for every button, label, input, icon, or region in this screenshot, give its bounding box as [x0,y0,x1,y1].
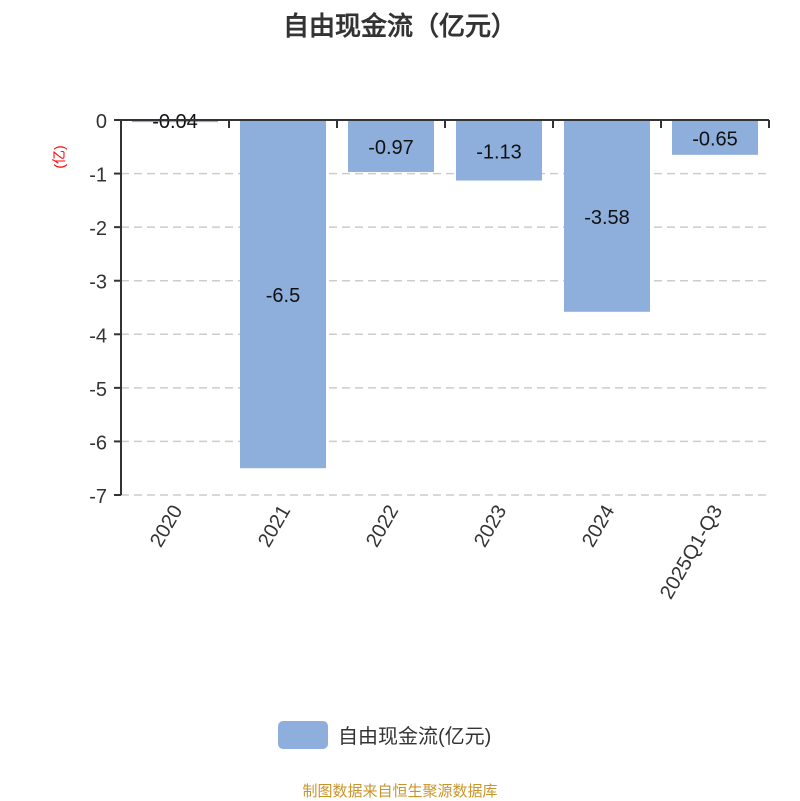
chart-title: 自由现金流（亿元） [282,11,517,41]
y-axis-label: (亿) [51,145,67,168]
y-tick-label: -6 [89,432,107,454]
y-tick-label: -4 [89,325,107,347]
y-tick-label: -1 [89,165,107,187]
legend-swatch [278,720,328,749]
data-label: -0.65 [692,128,738,150]
y-tick-label: -7 [89,486,107,508]
legend[interactable]: 自由现金流(亿元) [278,720,491,749]
bar [564,120,650,312]
x-tick-label: 2024 [578,502,619,552]
y-tick-label: -5 [89,379,107,401]
y-tick-label: -3 [89,272,107,294]
x-tick-label: 2020 [146,502,187,552]
data-label: -0.97 [368,137,414,159]
x-tick-label: 2023 [470,502,511,552]
bar [456,120,542,181]
y-tick-label: -2 [89,218,107,240]
data-label: -0.04 [152,111,198,133]
data-label: -1.13 [476,141,522,163]
legend-label: 自由现金流(亿元) [338,726,492,748]
bar [240,120,326,469]
data-label: -6.5 [266,285,300,307]
source-note: 制图数据来自恒生聚源数据库 [302,783,498,800]
bar [132,120,218,123]
y-tick-label: 0 [96,111,107,133]
x-tick-label: 2021 [254,502,295,552]
x-tick-label: 2022 [362,502,403,552]
bar [672,120,758,155]
bar [348,120,434,172]
data-label: -3.58 [584,207,630,229]
x-tick-label: 2025Q1-Q3 [656,502,727,604]
